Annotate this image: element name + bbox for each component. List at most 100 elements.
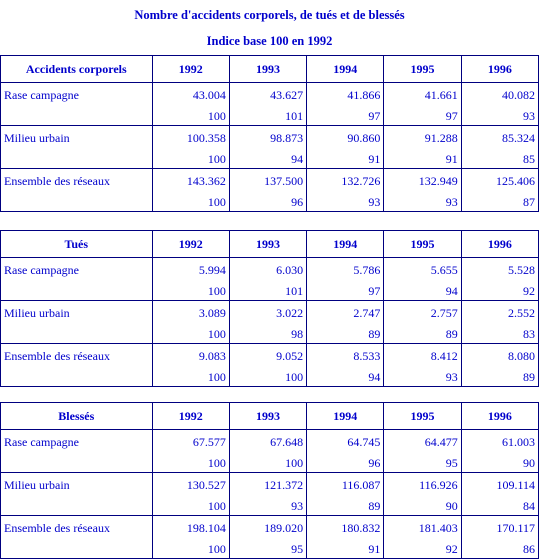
data-cell: 8.412 93 xyxy=(383,343,462,387)
data-cell: 132.949 93 xyxy=(383,168,462,212)
value-text: 109.114 xyxy=(496,478,535,492)
index-text: 97 xyxy=(368,109,381,123)
page-title: Nombre d'accidents corporels, de tués et… xyxy=(134,8,405,22)
index-text: 101 xyxy=(285,284,304,298)
data-cell: 170.117 86 xyxy=(460,515,539,559)
value-text: 132.726 xyxy=(341,174,381,188)
table-header-row: Tués 1992 1993 1994 1995 1996 xyxy=(0,230,539,258)
value-text: 198.104 xyxy=(186,521,226,535)
index-text: 100 xyxy=(207,284,226,298)
index-text: 89 xyxy=(368,499,381,513)
row-label: Rase campagne xyxy=(0,257,153,301)
value-text: 125.406 xyxy=(496,174,535,188)
index-text: 97 xyxy=(445,109,458,123)
year-header: 1993 xyxy=(228,230,308,258)
row-label: Rase campagne xyxy=(0,429,153,473)
data-cell: 132.726 93 xyxy=(306,168,385,212)
index-text: 92 xyxy=(523,284,535,298)
index-text: 93 xyxy=(523,109,535,123)
data-cell: 9.083 100 xyxy=(151,343,230,387)
data-cell: 43.627 101 xyxy=(228,82,308,126)
index-text: 100 xyxy=(207,152,226,166)
index-text: 100 xyxy=(207,327,226,341)
index-text: 95 xyxy=(445,456,458,470)
value-text: 5.786 xyxy=(353,263,381,277)
year-header: 1996 xyxy=(460,55,539,83)
year-header: 1996 xyxy=(460,230,539,258)
index-text: 89 xyxy=(445,327,458,341)
data-cell: 3.022 98 xyxy=(228,300,308,344)
value-text: 61.003 xyxy=(502,435,535,449)
data-cell: 41.661 97 xyxy=(383,82,462,126)
value-text: 67.577 xyxy=(192,435,226,449)
value-text: 9.083 xyxy=(198,349,226,363)
index-text: 100 xyxy=(285,370,304,384)
data-cell: 43.004 100 xyxy=(151,82,230,126)
table-row: Rase campagne 43.004 100 43.627 101 41.866… xyxy=(0,82,539,126)
data-cell: 64.745 96 xyxy=(306,429,385,473)
data-cell: 100.358 100 xyxy=(151,125,230,169)
data-cell: 5.655 94 xyxy=(383,257,462,301)
data-cell: 116.926 90 xyxy=(383,472,462,516)
value-text: 143.362 xyxy=(186,174,226,188)
index-text: 96 xyxy=(368,456,381,470)
value-text: 43.627 xyxy=(270,88,304,102)
table-row: Milieu urbain 3.089 100 3.022 98 2.747 89 2… xyxy=(0,300,539,344)
row-label: Ensemble des réseaux xyxy=(0,343,153,387)
data-cell: 3.089 100 xyxy=(151,300,230,344)
row-label-text: Milieu urbain xyxy=(4,478,70,492)
row-label-text: Rase campagne xyxy=(4,88,79,102)
table-row: Rase campagne 5.994 100 6.030 101 5.786 97 … xyxy=(0,257,539,301)
value-text: 64.745 xyxy=(347,435,381,449)
index-text: 100 xyxy=(207,370,226,384)
index-text: 87 xyxy=(523,195,535,209)
value-text: 8.412 xyxy=(430,349,458,363)
value-text: 130.527 xyxy=(186,478,226,492)
value-text: 2.747 xyxy=(353,306,381,320)
data-cell: 67.648 100 xyxy=(228,429,308,473)
value-text: 67.648 xyxy=(270,435,304,449)
index-text: 98 xyxy=(291,327,304,341)
value-text: 98.873 xyxy=(270,131,304,145)
index-text: 90 xyxy=(523,456,535,470)
data-cell: 189.020 95 xyxy=(228,515,308,559)
data-cell: 91.288 91 xyxy=(383,125,462,169)
value-text: 100.358 xyxy=(186,131,226,145)
year-header: 1993 xyxy=(228,55,308,83)
index-text: 93 xyxy=(445,195,458,209)
value-text: 9.052 xyxy=(276,349,304,363)
year-header: 1994 xyxy=(306,402,385,430)
index-text: 90 xyxy=(445,499,458,513)
data-cell: 180.832 91 xyxy=(306,515,385,559)
value-text: 6.030 xyxy=(276,263,304,277)
data-cell: 61.003 90 xyxy=(460,429,539,473)
data-cell: 5.528 92 xyxy=(460,257,539,301)
value-text: 90.860 xyxy=(347,131,381,145)
year-header: 1992 xyxy=(151,55,230,83)
index-text: 85 xyxy=(523,152,535,166)
data-cell: 5.994 100 xyxy=(151,257,230,301)
index-text: 94 xyxy=(445,284,458,298)
data-cell: 137.500 96 xyxy=(228,168,308,212)
data-cell: 85.324 85 xyxy=(460,125,539,169)
year-header: 1995 xyxy=(383,55,462,83)
row-label: Ensemble des réseaux xyxy=(0,168,153,212)
data-cell: 121.372 93 xyxy=(228,472,308,516)
row-label-text: Rase campagne xyxy=(4,263,79,277)
table-row: Ensemble des réseaux 198.104 100 189.020 9… xyxy=(0,515,539,559)
index-text: 84 xyxy=(523,499,535,513)
index-text: 89 xyxy=(523,370,535,384)
data-cell: 64.477 95 xyxy=(383,429,462,473)
row-label: Ensemble des réseaux xyxy=(0,515,153,559)
index-text: 91 xyxy=(368,152,381,166)
tues-table: Tués 1992 1993 1994 1995 1996 Rase campa… xyxy=(0,230,539,387)
table-row: Ensemble des réseaux 9.083 100 9.052 100 8… xyxy=(0,343,539,387)
index-text: 100 xyxy=(285,456,304,470)
data-cell: 40.082 93 xyxy=(460,82,539,126)
year-header: 1995 xyxy=(383,402,462,430)
table-header-label: Tués xyxy=(0,230,153,258)
accidents-table: Accidents corporels 1992 1993 1994 1995 … xyxy=(0,55,539,212)
index-text: 100 xyxy=(207,499,226,513)
index-text: 96 xyxy=(291,195,304,209)
value-text: 41.866 xyxy=(347,88,381,102)
